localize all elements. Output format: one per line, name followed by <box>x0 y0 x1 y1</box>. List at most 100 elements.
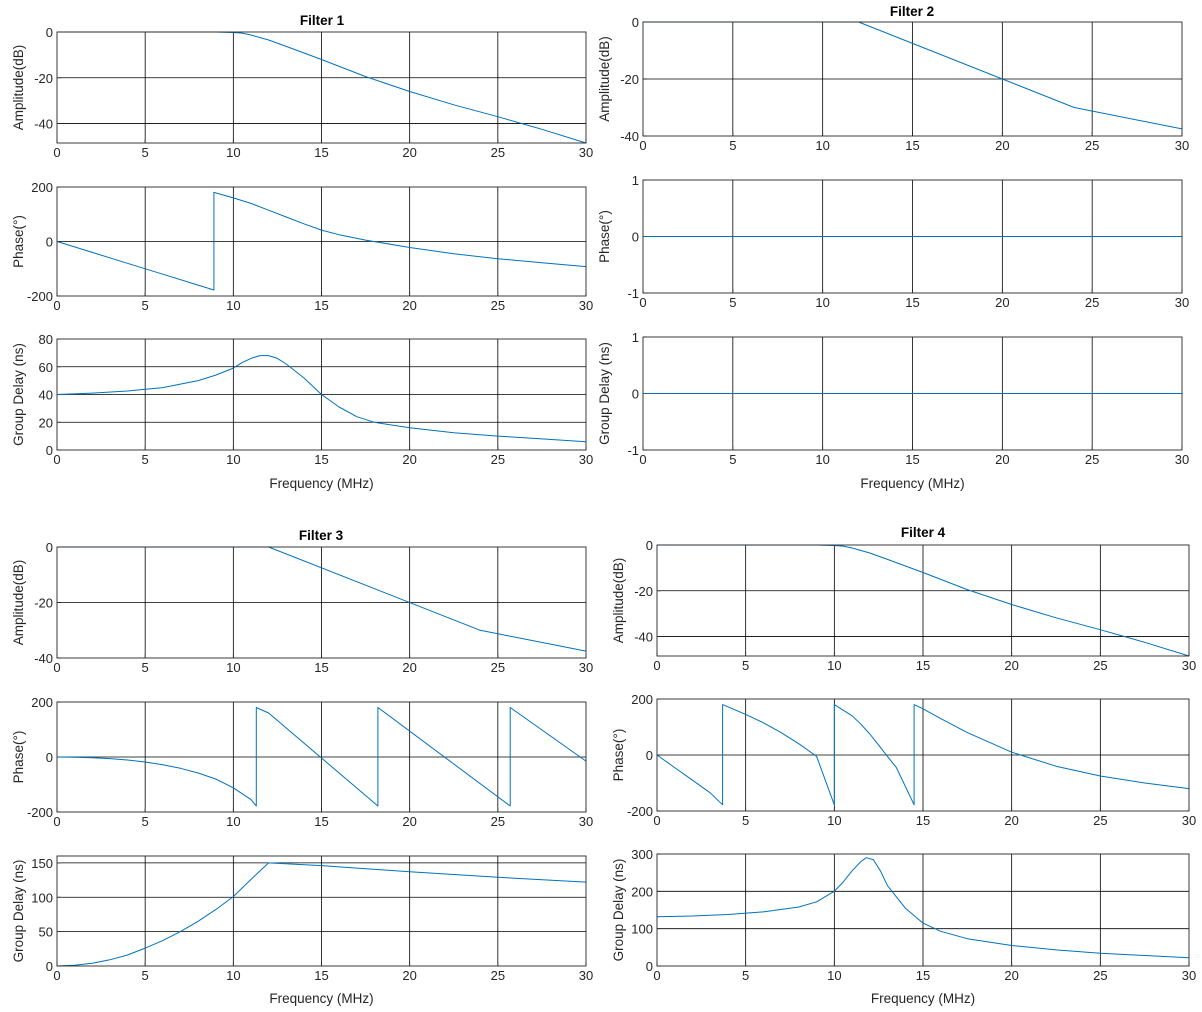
x-tick-label: 30 <box>579 814 593 829</box>
x-tick-label: 25 <box>491 145 505 160</box>
x-tick-label: 10 <box>815 452 829 467</box>
y-tick-label: 1 <box>632 330 639 345</box>
x-tick-label: 25 <box>1085 138 1099 153</box>
x-tick-label: 5 <box>142 298 149 313</box>
y-tick-label: 0 <box>46 750 53 765</box>
y-tick-label: -40 <box>34 117 53 132</box>
axes-frame <box>56 855 587 967</box>
x-tick-label: 15 <box>905 295 919 310</box>
y-tick-label: -20 <box>620 72 639 87</box>
x-tick-label: 30 <box>1182 813 1196 828</box>
series-line <box>656 704 1190 806</box>
y-tick-label: -40 <box>634 630 653 645</box>
x-tick-label: 25 <box>491 660 505 675</box>
y-axis-label: Amplitude(dB) <box>11 560 26 646</box>
axes-frame <box>642 336 1183 451</box>
series-line <box>656 857 1190 959</box>
axes-frame <box>656 853 1190 967</box>
x-tick-label: 30 <box>579 298 593 313</box>
x-tick-label: 5 <box>729 138 736 153</box>
y-tick-label: 0 <box>46 235 53 250</box>
y-tick-label: 0 <box>46 959 53 974</box>
x-tick-label: 30 <box>579 452 593 467</box>
series-line <box>56 191 587 291</box>
x-tick-label: 0 <box>639 295 646 310</box>
axes-frame <box>642 21 1183 137</box>
x-tick-label: 15 <box>314 660 328 675</box>
y-tick-label: 100 <box>631 922 653 937</box>
axes-frame <box>56 546 587 659</box>
y-tick-label: -1 <box>627 286 639 301</box>
x-tick-label: 10 <box>815 295 829 310</box>
x-tick-label: 15 <box>916 813 930 828</box>
x-tick-label: 5 <box>729 452 736 467</box>
y-tick-label: 1 <box>632 173 639 188</box>
x-tick-label: 15 <box>314 452 328 467</box>
x-tick-label: 30 <box>1175 452 1189 467</box>
x-tick-label: 25 <box>1093 813 1107 828</box>
x-tick-label: 25 <box>491 298 505 313</box>
filter-panel-4: Filter 40 5 10 15 20 25 30-40-200Amplitude(dB)… <box>611 525 1196 1006</box>
x-tick-label: 5 <box>142 452 149 467</box>
y-axis-label: Phase(°) <box>11 731 26 784</box>
x-tick-label: 30 <box>579 660 593 675</box>
x-tick-label: 20 <box>1004 968 1018 983</box>
y-tick-label: 0 <box>46 443 53 458</box>
x-tick-label: 5 <box>742 968 749 983</box>
y-axis-label: Group Delay (ns) <box>597 342 612 445</box>
subplot-1: 0 5 10 15 20 25 30 -40 -20 0 Amplitude(dB) <box>11 540 593 675</box>
x-tick-label: 25 <box>1093 968 1107 983</box>
x-axis-label: Frequency (MHz) <box>860 476 964 491</box>
subplot-1: 0 5 10 15 20 25 30 -40 -20 0 Amplitude(dB) <box>611 538 1196 673</box>
x-tick-label: 0 <box>53 660 60 675</box>
y-axis-label: Group Delay (ns) <box>11 860 26 963</box>
x-tick-label: 10 <box>226 660 240 675</box>
x-tick-label: 0 <box>53 814 60 829</box>
subplot-1: 0 5 10 15 20 25 30 -40 -20 0 Amplitude(dB) <box>11 25 593 160</box>
x-tick-label: 10 <box>827 968 841 983</box>
x-tick-label: 30 <box>1182 968 1196 983</box>
x-tick-label: 10 <box>827 813 841 828</box>
x-tick-label: 10 <box>226 298 240 313</box>
y-tick-label: -200 <box>27 289 53 304</box>
x-axis-label: Frequency (MHz) <box>269 476 373 491</box>
axes-frame <box>656 698 1190 812</box>
x-tick-label: 15 <box>905 452 919 467</box>
subplot-1: 0 5 10 15 20 25 30 -40 -20 0 Amplitude(dB) <box>597 15 1189 153</box>
x-tick-label: 0 <box>53 452 60 467</box>
y-tick-label: -40 <box>620 129 639 144</box>
axes-frame <box>56 701 587 813</box>
x-tick-label: 0 <box>639 452 646 467</box>
x-tick-label: 30 <box>1175 138 1189 153</box>
y-tick-label: 200 <box>631 692 653 707</box>
y-axis-label: Amplitude(dB) <box>611 558 626 644</box>
y-tick-label: -20 <box>34 596 53 611</box>
y-axis-label: Group Delay (ns) <box>611 859 626 962</box>
x-tick-label: 10 <box>226 968 240 983</box>
x-tick-label: 25 <box>491 452 505 467</box>
y-tick-label: 0 <box>46 540 53 555</box>
y-tick-label: 60 <box>39 360 53 375</box>
y-tick-label: -200 <box>627 804 653 819</box>
axes-frame <box>56 338 587 451</box>
x-tick-label: 25 <box>491 968 505 983</box>
x-axis-label: Frequency (MHz) <box>269 991 373 1006</box>
x-tick-label: 20 <box>402 145 416 160</box>
x-tick-label: 10 <box>226 145 240 160</box>
x-tick-label: 25 <box>1093 658 1107 673</box>
y-tick-label: -1 <box>627 443 639 458</box>
x-tick-label: 0 <box>639 138 646 153</box>
y-tick-label: 200 <box>31 180 53 195</box>
x-tick-label: 15 <box>314 968 328 983</box>
x-tick-label: 25 <box>1085 295 1099 310</box>
x-tick-label: 15 <box>314 298 328 313</box>
subplot-3: 0 5 10 15 20 25 30 0 50 100 150 Group Delay (ns) <box>11 855 593 983</box>
y-tick-label: 0 <box>46 25 53 40</box>
panel-title: Filter 1 <box>300 13 345 28</box>
x-tick-label: 5 <box>742 813 749 828</box>
y-axis-label: Phase(°) <box>11 215 26 268</box>
y-tick-label: -20 <box>34 71 53 86</box>
x-tick-label: 20 <box>995 452 1009 467</box>
